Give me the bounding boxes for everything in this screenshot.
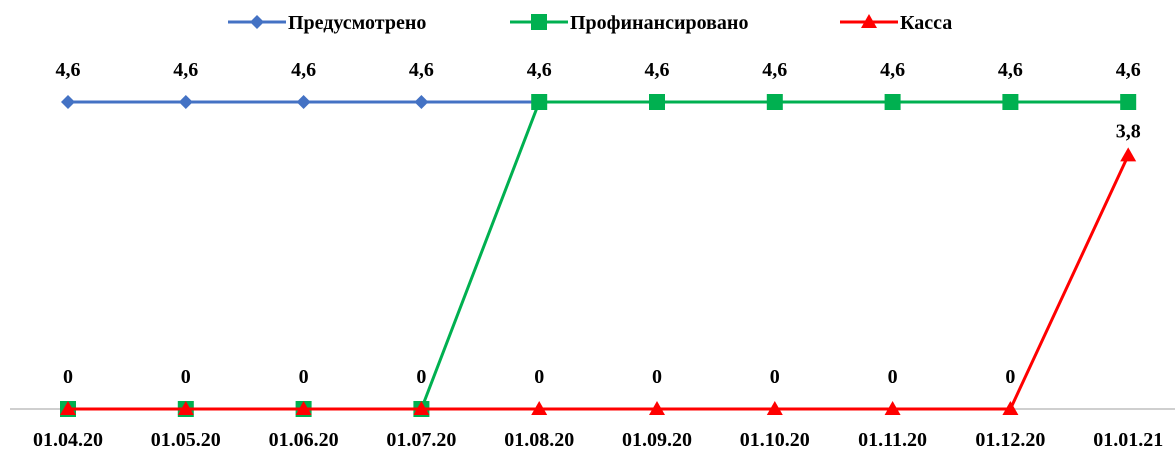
data-point	[649, 401, 665, 415]
data-point	[766, 94, 783, 110]
data-label: 0	[416, 366, 426, 388]
legend-marker	[861, 14, 877, 28]
data-point	[1002, 401, 1019, 415]
data-label: 0	[534, 366, 544, 388]
legend-entry: Профинансировано	[510, 12, 748, 34]
x-tick-label: 01.10.20	[740, 429, 810, 450]
x-tick-label: 01.08.20	[504, 429, 574, 450]
data-label: 0	[1005, 366, 1015, 388]
data-label: 4,6	[998, 59, 1023, 81]
data-point	[414, 95, 429, 109]
data-label: 0	[63, 366, 73, 388]
legend-marker	[250, 15, 264, 29]
x-tick-label: 01.05.20	[151, 429, 221, 450]
data-point	[766, 401, 783, 415]
data-label: 4,6	[527, 59, 552, 81]
legend-entry: Предусмотрено	[228, 12, 426, 34]
data-point	[413, 401, 430, 415]
data-label: 0	[181, 366, 191, 388]
legend-label: Профинансировано	[570, 12, 748, 34]
data-point	[531, 401, 548, 415]
series-3	[60, 147, 1137, 415]
x-tick-label: 01.01.21	[1093, 429, 1163, 450]
legend-label: Предусмотрено	[288, 12, 426, 34]
data-point	[295, 401, 312, 415]
data-label: 0	[652, 366, 662, 388]
data-labels: 4,6 4,6 4,6 4,6 4,6 4,6 4,6 4,6 4,6 4,6 0 0 0 0 0 0 0 0 0 3…	[56, 59, 1141, 388]
data-point	[178, 95, 193, 109]
data-label: 4,6	[880, 59, 905, 81]
data-label: 4,6	[409, 59, 434, 81]
data-point	[1120, 94, 1137, 110]
data-point	[177, 401, 194, 415]
data-point	[61, 95, 75, 109]
data-label: 0	[299, 366, 309, 388]
data-point	[884, 401, 901, 415]
data-label: 4,6	[645, 59, 670, 81]
data-label: 4,6	[173, 59, 198, 81]
data-point	[884, 94, 901, 110]
x-tick-label: 01.07.20	[386, 429, 456, 450]
data-label: 3,8	[1116, 120, 1141, 142]
data-point	[531, 94, 548, 110]
x-tick-label: 01.09.20	[622, 429, 692, 450]
x-tick-label: 01.04.20	[33, 429, 103, 450]
data-label: 4,6	[762, 59, 787, 81]
data-label: 4,6	[56, 59, 81, 81]
series-line	[68, 100, 1129, 411]
legend-marker	[531, 14, 547, 30]
series-layer	[60, 94, 1137, 417]
x-tick-label: 01.12.20	[975, 429, 1045, 450]
series-2	[60, 94, 1137, 417]
legend-label: Касса	[900, 12, 952, 34]
data-point	[296, 95, 311, 109]
x-tick-label: 01.06.20	[269, 429, 339, 450]
data-point	[60, 401, 76, 415]
data-label: 4,6	[291, 59, 316, 81]
data-label: 0	[888, 366, 898, 388]
series-line	[68, 154, 1130, 411]
data-label: 4,6	[1116, 59, 1141, 81]
data-point	[1120, 147, 1137, 162]
x-axis-ticks: 01.04.20 01.05.20 01.06.20 01.07.20 01.08.20…	[33, 429, 1163, 450]
data-point	[1002, 94, 1019, 110]
legend-entry: Касса	[840, 12, 952, 34]
data-label: 0	[770, 366, 780, 388]
x-tick-label: 01.11.20	[858, 429, 927, 450]
data-point	[649, 94, 665, 110]
legend: Предусмотрено Профинансировано Касса	[228, 12, 952, 34]
